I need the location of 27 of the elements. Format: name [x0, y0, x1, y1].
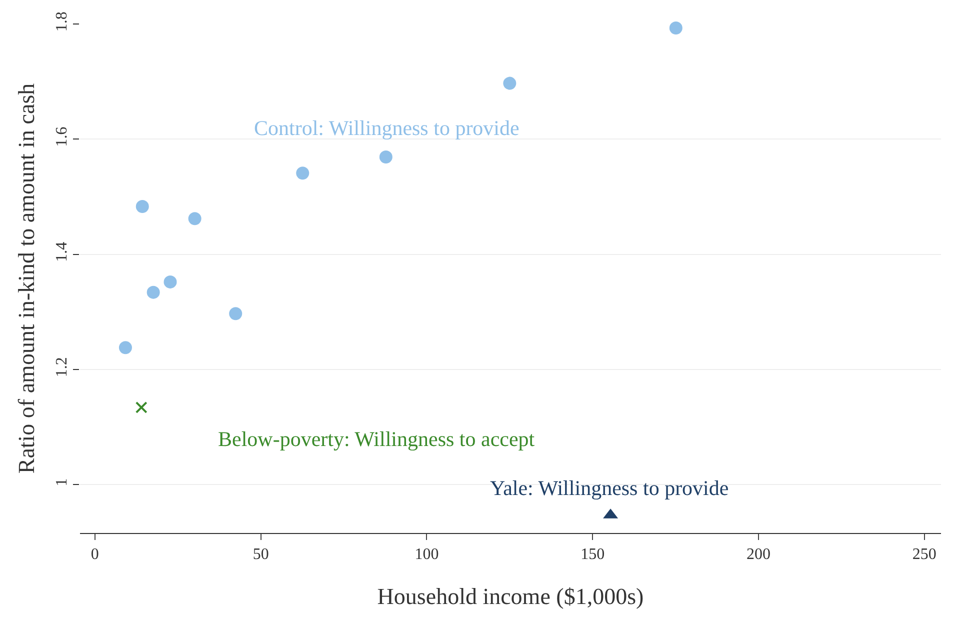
y-tick-label: 1.8 — [54, 12, 71, 32]
x-tick-label: 100 — [414, 546, 439, 564]
point — [135, 401, 148, 414]
y-tick-label: 1.2 — [54, 357, 71, 378]
point — [379, 150, 392, 164]
x-axis-title: Household income ($1,000s) — [377, 584, 644, 609]
point — [669, 22, 682, 35]
point — [146, 286, 160, 299]
x-tick-label: 0 — [90, 546, 99, 564]
x-tick-label: 50 — [252, 546, 269, 564]
point — [164, 275, 177, 288]
point — [188, 212, 202, 226]
text: Below-poverty: Willingness to accept — [218, 427, 535, 451]
y-tick-label: 1 — [54, 478, 71, 486]
x-tick-label: 200 — [746, 546, 771, 564]
point — [503, 76, 516, 90]
y-axis-title: Ratio of amount in-kind to amount in cash — [14, 82, 40, 474]
point — [229, 307, 242, 320]
y-tick-label: 1.6 — [54, 126, 71, 147]
series-label: Control: Willingness to provide — [254, 116, 520, 140]
x-tick-label: 250 — [912, 546, 936, 564]
point — [118, 341, 132, 354]
y-tick-label: 1.4 — [54, 242, 71, 262]
series-label: Yale: Willingness to provide — [490, 476, 729, 500]
point — [296, 166, 310, 180]
point — [136, 200, 149, 214]
x-tick-label: 150 — [580, 546, 605, 564]
